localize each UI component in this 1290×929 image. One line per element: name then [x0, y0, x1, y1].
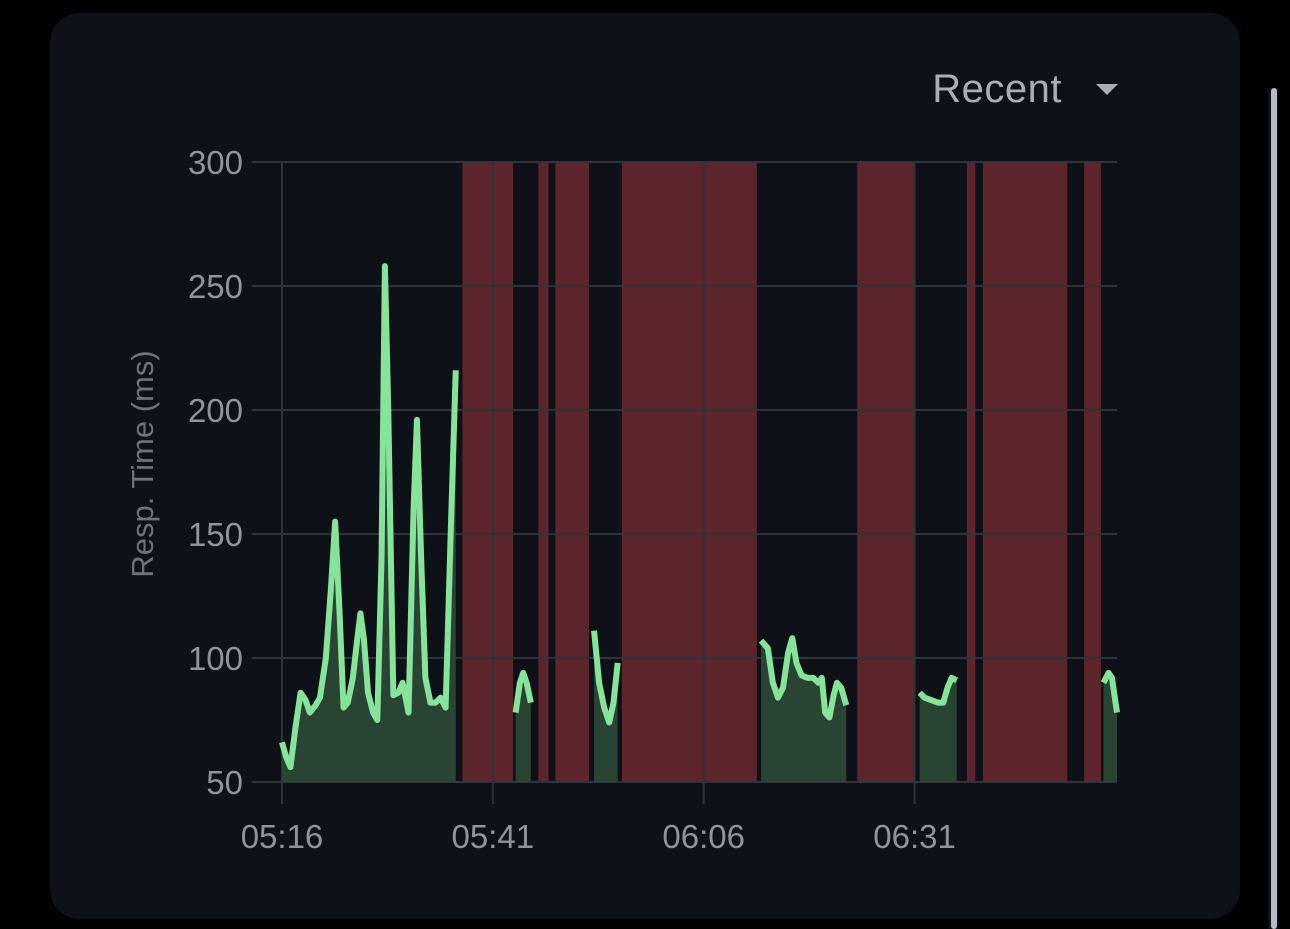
- x-tick-label: 06:06: [662, 818, 745, 855]
- outage-band: [538, 162, 549, 782]
- area-fill-segment: [761, 638, 847, 782]
- outage-band: [621, 162, 757, 782]
- response-time-line-segment: [758, 635, 850, 721]
- caret-down-icon: [1096, 83, 1118, 95]
- outage-band: [1084, 162, 1101, 782]
- response-time-line-segment: [512, 669, 534, 713]
- x-tick-label: 05:41: [452, 818, 535, 855]
- outage-band: [462, 162, 514, 782]
- outage-band: [966, 162, 976, 782]
- x-tick-label: 05:16: [241, 818, 324, 855]
- y-tick-label: 100: [188, 640, 243, 677]
- y-tick-label: 250: [188, 268, 243, 305]
- x-tick-label: 06:31: [873, 818, 956, 855]
- dropdown-label: Recent: [932, 66, 1062, 111]
- scrollbar-thumb[interactable]: [1271, 88, 1277, 929]
- response-time-line-segment: [917, 674, 959, 706]
- time-range-dropdown[interactable]: Recent: [900, 60, 1130, 118]
- y-tick-label: 50: [206, 764, 243, 801]
- y-axis-title: Resp. Time (ms): [125, 350, 160, 577]
- outage-band: [555, 162, 590, 782]
- y-tick-label: 150: [188, 516, 243, 553]
- response-time-line-segment: [1100, 669, 1120, 713]
- y-tick-label: 200: [188, 392, 243, 429]
- outage-band: [857, 162, 916, 782]
- response-time-line-segment: [279, 263, 459, 771]
- y-tick-label: 300: [188, 144, 243, 181]
- area-fill-segment: [594, 630, 618, 782]
- response-time-line-segment: [591, 630, 621, 726]
- outage-band: [982, 162, 1068, 782]
- area-fill-segment: [919, 677, 957, 782]
